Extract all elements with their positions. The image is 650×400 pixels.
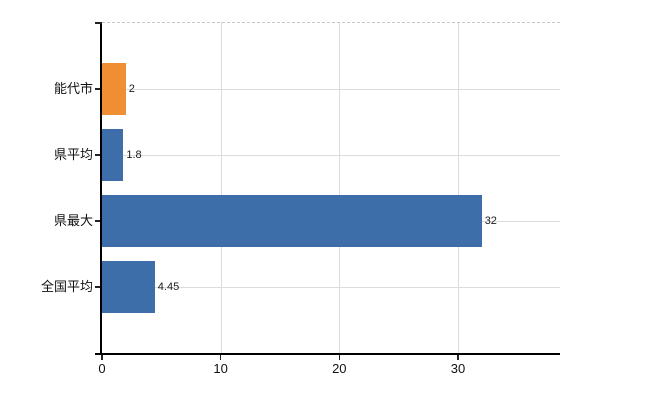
x-axis-line [95, 353, 560, 355]
bar-value-label: 32 [484, 215, 497, 227]
category-tick [95, 286, 102, 288]
vertical-gridline [220, 22, 222, 353]
bar-value-label: 4.45 [157, 281, 180, 293]
category-label: 能代市 [53, 81, 93, 96]
bar-segment [102, 129, 124, 181]
vertical-gridline [457, 22, 459, 353]
x-tick-label: 20 [332, 361, 347, 376]
x-tick-label: 10 [213, 361, 228, 376]
plot-top-border [102, 22, 560, 23]
y-axis-line [100, 22, 102, 355]
category-label: 県平均 [53, 147, 93, 162]
x-axis-tick [338, 355, 341, 360]
x-axis-tick [219, 355, 222, 360]
category-tick [95, 88, 102, 90]
y-axis-top-tick [95, 22, 102, 24]
category-gridline [102, 154, 560, 156]
vertical-gridline [339, 22, 341, 353]
x-tick-label: 0 [98, 361, 106, 376]
bar-segment [102, 261, 155, 313]
bar-value-label: 2 [128, 83, 135, 95]
category-gridline [102, 88, 560, 90]
bar-segment [102, 195, 482, 247]
bar-value-label: 1.8 [126, 149, 142, 161]
x-axis-tick [101, 355, 103, 360]
bar-highlight [102, 63, 126, 115]
category-gridline [102, 286, 560, 288]
category-tick [95, 154, 102, 156]
category-label: 全国平均 [40, 279, 93, 294]
category-label: 県最大 [53, 213, 93, 228]
x-tick-label: 30 [450, 361, 466, 376]
category-tick [95, 220, 102, 222]
x-axis-tick [457, 355, 459, 360]
